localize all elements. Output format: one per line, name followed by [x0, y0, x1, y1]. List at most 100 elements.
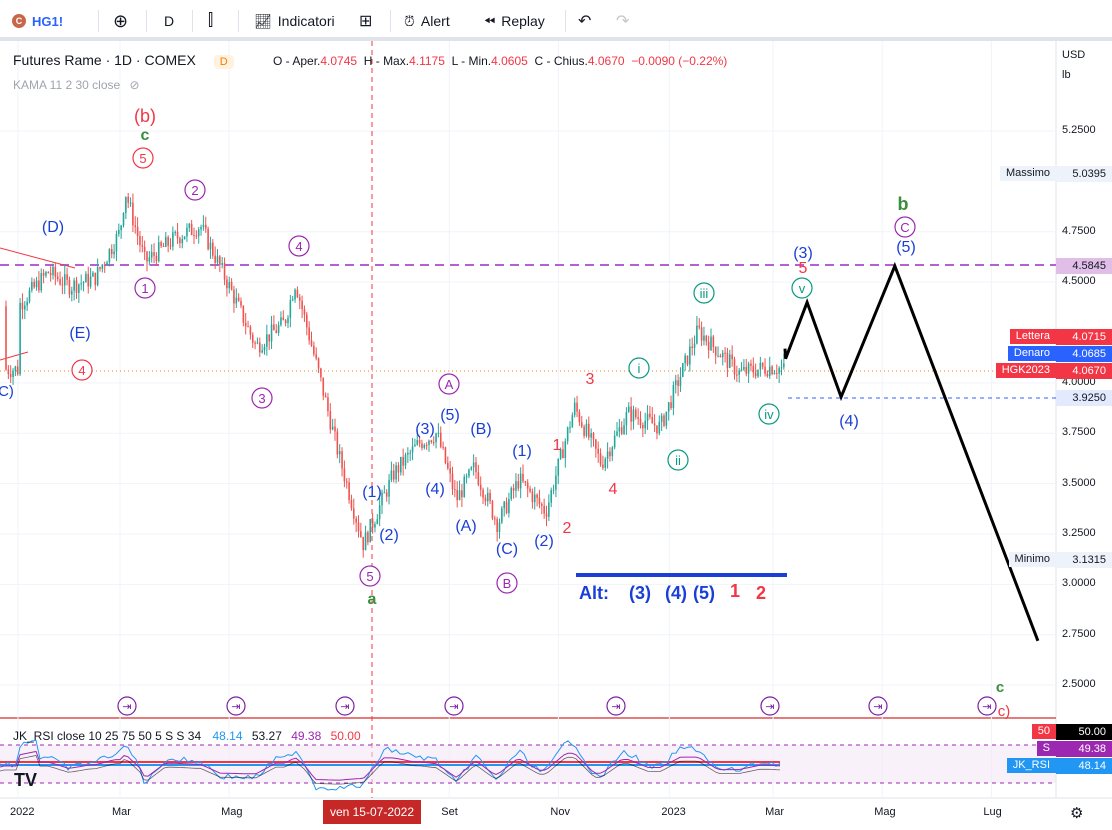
- hidden-eye-icon[interactable]: ⊘: [129, 78, 140, 92]
- unit-selector[interactable]: lb: [1062, 69, 1071, 81]
- candle-body: [679, 376, 682, 387]
- candle-body: [254, 342, 256, 344]
- candle-body: [489, 492, 491, 502]
- candle-body: [212, 242, 214, 256]
- candle-body: [353, 508, 355, 519]
- candle-body: [684, 355, 686, 364]
- candle-body: [132, 202, 134, 226]
- candle-body: [219, 256, 221, 265]
- candle-body: [538, 497, 541, 505]
- candle-body: [134, 225, 137, 227]
- candle-body: [301, 300, 303, 310]
- candle-body: [371, 519, 374, 528]
- rsi-level-name: 50: [1031, 724, 1056, 739]
- candle-body: [747, 363, 750, 374]
- y-tick-label: 3.2500: [1062, 527, 1096, 539]
- candle-body: [99, 267, 101, 269]
- candle-body: [740, 369, 743, 371]
- chart-type-icon[interactable]: ⫿: [208, 12, 214, 29]
- candle-body: [157, 242, 160, 262]
- candle-body: [329, 411, 332, 430]
- candle-body: [505, 501, 508, 514]
- candle-body: [341, 451, 343, 469]
- candle-body: [529, 488, 531, 492]
- candle-body: [28, 290, 31, 302]
- interval-button[interactable]: D: [164, 13, 175, 29]
- candle-body: [85, 273, 87, 283]
- candle-body: [150, 252, 153, 258]
- candle-body: [298, 297, 301, 301]
- candle-body: [277, 325, 280, 333]
- candle-body: [120, 225, 122, 231]
- candle-body: [707, 341, 710, 351]
- candle-body: [42, 273, 45, 276]
- candle-body: [736, 374, 738, 376]
- event-marker-icon: [226, 696, 246, 716]
- candle-body: [498, 522, 501, 532]
- hgk-name: HGK2023: [995, 363, 1056, 378]
- candle-body: [423, 444, 426, 448]
- candle-body: [531, 491, 534, 503]
- candle-body: [174, 232, 176, 234]
- rsi-panel: [0, 739, 1056, 791]
- candle-body: [306, 314, 308, 328]
- replay-button[interactable]: ⏪︎ Replay: [484, 8, 545, 34]
- candle-body: [731, 354, 733, 360]
- candle-body: [656, 425, 658, 434]
- candle-body: [188, 223, 191, 228]
- candle-body: [110, 249, 113, 255]
- wave-label-circle: [667, 449, 689, 471]
- copper-logo-icon: C: [12, 14, 26, 28]
- candle-body: [263, 346, 266, 351]
- candle-body: [5, 306, 7, 370]
- layouts-icon[interactable]: ⊞: [359, 13, 373, 30]
- candle-body: [752, 365, 755, 373]
- minimo-name: Minimo: [1008, 552, 1056, 567]
- candle-body: [456, 489, 458, 501]
- currency-selector[interactable]: USD: [1062, 49, 1086, 61]
- candle-body: [644, 420, 646, 429]
- wave-label-five_low: 5: [366, 569, 373, 584]
- symbol-button[interactable]: C HG1!: [12, 8, 63, 34]
- candle-body: [376, 519, 379, 525]
- candle-body: [435, 433, 437, 443]
- candle-body: [33, 281, 35, 288]
- wave-label-circle: [438, 373, 460, 395]
- wave-label-circle: [791, 277, 813, 299]
- add-symbol-icon[interactable]: ⊕: [113, 10, 129, 31]
- candle-body: [649, 413, 651, 418]
- alert-button[interactable]: ⏰︎ Alert: [404, 8, 450, 34]
- candle-body: [468, 469, 470, 477]
- denaro-name: Denaro: [1007, 346, 1056, 361]
- candle-body: [35, 280, 38, 288]
- candle-body: [472, 462, 475, 468]
- x-tick-label: Nov: [550, 806, 570, 818]
- wave-label-circle: [184, 179, 206, 201]
- candle-body: [409, 452, 411, 454]
- wave-label-alt5: (5): [693, 583, 715, 603]
- candle-body: [148, 257, 151, 262]
- candle-body: [143, 246, 146, 252]
- candle-body: [176, 232, 179, 239]
- rsi-value-2: 53.27: [251, 729, 282, 743]
- candle-body: [703, 335, 705, 341]
- candle-body: [407, 452, 409, 455]
- candle-body: [362, 536, 364, 551]
- wave-label-red1: 1: [553, 437, 562, 454]
- y-tick-label: 3.0000: [1062, 577, 1096, 590]
- rsi-name-label: JK_RSI: [1006, 758, 1056, 773]
- undo-icon[interactable]: ↶: [578, 13, 592, 30]
- y-tick-label: 3.7500: [1062, 426, 1096, 439]
- wave-label-Ap: (A): [455, 518, 476, 535]
- candle-body: [261, 350, 263, 353]
- candle-body: [103, 264, 106, 266]
- candle-body: [364, 532, 367, 551]
- candle-body: [66, 274, 68, 280]
- settings-gear-icon[interactable]: ⚙: [1070, 805, 1084, 822]
- indicators-button[interactable]: 📈︎ Indicatori: [254, 8, 335, 34]
- redo-icon[interactable]: ↷: [616, 13, 630, 30]
- candle-body: [620, 427, 623, 434]
- kama-indicator-label[interactable]: KAMA 11 2 30 close ⊘: [13, 78, 140, 92]
- candle-body: [40, 273, 43, 291]
